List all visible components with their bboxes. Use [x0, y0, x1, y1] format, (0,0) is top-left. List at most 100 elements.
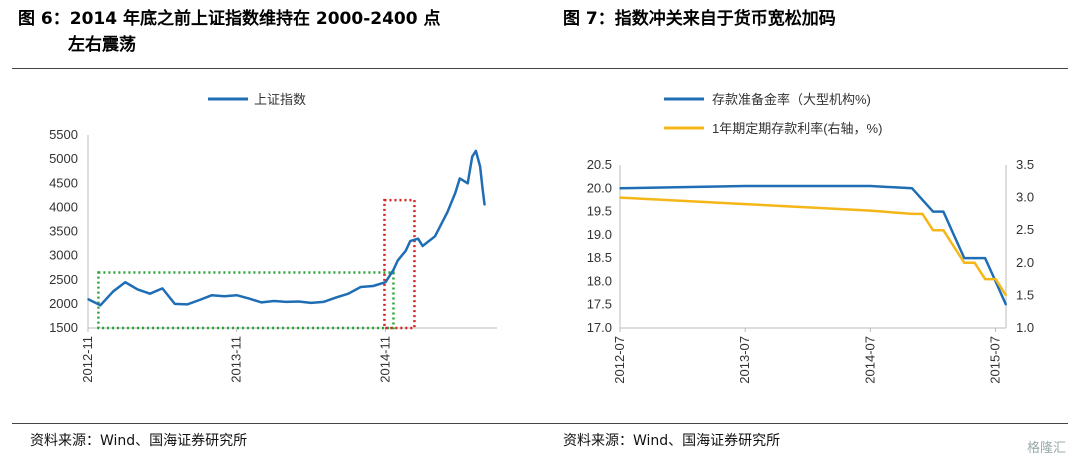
x-tick-label: 2014-07 — [862, 336, 877, 384]
data-point — [953, 245, 955, 248]
data-point — [310, 302, 312, 304]
watermark-logo: 格隆汇 — [1026, 441, 1066, 456]
shanghai-index-chart: 1500 2000 2500 3000 3500 4000 4500 5000 5500 2012… — [49, 92, 497, 383]
data-point — [87, 298, 89, 300]
data-point — [1005, 294, 1007, 297]
right-y-tick-label: 3.0 — [1016, 190, 1034, 205]
series-line-shanghai-index — [87, 149, 486, 307]
data-point — [454, 192, 457, 194]
data-point — [984, 257, 986, 259]
left-source-note: 资料来源：Wind、国海证券研究所 — [30, 433, 248, 449]
data-point — [372, 285, 374, 287]
right-y-tick-label: 2.0 — [1016, 255, 1034, 270]
data-point — [466, 182, 469, 185]
data-point — [409, 240, 412, 242]
data-point — [483, 204, 486, 206]
left-title-line2: 左右震荡 — [68, 35, 136, 55]
bottom-divider — [12, 423, 1068, 424]
x-tick-label: 2012-11 — [80, 336, 95, 383]
right-y-tick-label: 1.5 — [1016, 287, 1034, 302]
left-y-tick-label: 20.0 — [587, 180, 612, 195]
data-point — [994, 278, 997, 280]
left-title-line1: 图 6：2014 年底之前上证指数维持在 2000-2400 点 — [18, 9, 441, 29]
x-tick-label: 2012-07 — [612, 336, 627, 384]
data-point — [932, 229, 934, 231]
y-tick-label: 5000 — [49, 151, 78, 166]
data-point — [124, 281, 126, 283]
data-point — [973, 262, 976, 264]
data-point — [392, 269, 395, 271]
y-tick-label: 5500 — [49, 127, 78, 142]
data-point — [481, 187, 484, 189]
series-line-reserve-ratio — [619, 184, 1008, 306]
data-point — [744, 185, 746, 187]
left-y-tick-label: 19.0 — [587, 227, 612, 242]
left-y-tick-label: 17.0 — [587, 320, 612, 335]
data-point — [459, 177, 461, 180]
left-y-tick-label: 17.5 — [587, 297, 612, 312]
data-point — [932, 210, 934, 213]
data-point — [273, 300, 275, 302]
left-figure-title: 图 6：2014 年底之前上证指数维持在 2000-2400 点 左右震荡 — [18, 6, 538, 58]
data-point — [173, 303, 176, 305]
y-tick-label: 2500 — [49, 272, 78, 287]
data-point — [963, 262, 966, 264]
data-point — [322, 301, 325, 303]
data-point — [921, 213, 924, 215]
y-tick-label: 3500 — [49, 224, 78, 239]
right-y-tick-label: 3.5 — [1016, 157, 1034, 172]
x-tick-label: 2013-11 — [229, 336, 244, 383]
data-point — [260, 301, 263, 304]
legend-label-deposit-rate: 1年期定期存款利率(右轴，%) — [712, 121, 882, 136]
data-point — [973, 257, 976, 259]
data-point — [211, 294, 213, 296]
series-line-deposit-rate — [619, 196, 1008, 297]
left-y-tick-label: 18.0 — [587, 273, 612, 288]
y-tick-label: 4500 — [49, 175, 78, 190]
left-y-tick-label: 18.5 — [587, 250, 612, 265]
data-point — [744, 203, 746, 205]
data-point — [161, 287, 164, 290]
data-point — [111, 291, 114, 293]
data-point — [942, 229, 945, 231]
top-divider — [12, 68, 1068, 69]
x-tick-label: 2013-07 — [737, 336, 752, 384]
data-point — [149, 292, 151, 295]
data-point — [953, 234, 955, 236]
data-point — [397, 259, 399, 262]
data-point — [359, 286, 362, 288]
left-y-tick-label: 19.5 — [587, 204, 612, 219]
data-point — [479, 165, 481, 168]
data-point — [186, 303, 188, 306]
right-figure-title: 图 7：指数冲关来自于货币宽松加码 — [563, 9, 836, 29]
data-point — [869, 209, 872, 212]
y-tick-label: 2000 — [49, 296, 78, 311]
y-tick-label: 1500 — [49, 320, 78, 335]
data-point — [619, 187, 621, 190]
data-point — [285, 301, 288, 303]
data-point — [347, 292, 350, 295]
legend-label: 上证指数 — [254, 92, 306, 107]
x-tick-label: 2014-11 — [377, 336, 392, 383]
data-point — [963, 257, 966, 259]
data-point — [198, 299, 201, 301]
data-point — [136, 288, 139, 291]
red-dotted-breakout-box — [383, 198, 416, 330]
data-point — [248, 297, 250, 300]
data-point — [446, 211, 449, 213]
data-point — [417, 237, 419, 240]
right-y-tick-label: 1.0 — [1016, 320, 1034, 335]
right-y-tick-label: 2.5 — [1016, 222, 1034, 237]
rrr-deposit-rate-chart: 17.0 17.5 18.0 18.5 19.0 19.5 20.0 20.5 1.0 1.5 2.… — [587, 92, 1034, 384]
data-point — [475, 150, 477, 152]
data-point — [869, 185, 872, 187]
green-dotted-range-box — [97, 271, 395, 330]
data-point — [223, 295, 226, 297]
data-point — [235, 294, 238, 296]
data-point — [911, 187, 913, 190]
data-point — [984, 278, 986, 280]
left-y-tick-label: 20.5 — [587, 157, 612, 172]
data-point — [421, 245, 424, 247]
data-point — [99, 304, 102, 307]
data-point — [619, 196, 621, 199]
